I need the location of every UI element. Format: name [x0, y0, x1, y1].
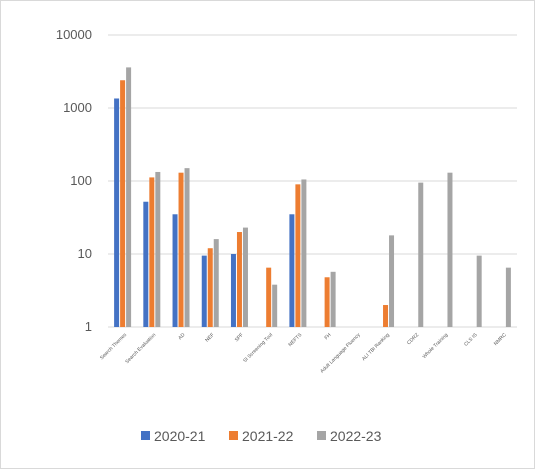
- y-tick-label: 10: [78, 246, 92, 261]
- y-tick-label: 100: [70, 173, 92, 188]
- bar: [330, 271, 336, 327]
- x-tick-label: SPF: [234, 332, 245, 343]
- bar: [505, 267, 511, 327]
- bar: [242, 227, 248, 327]
- bar: [114, 98, 120, 328]
- legend-swatch: [229, 431, 238, 440]
- bar: [383, 305, 389, 327]
- x-tick-label: NEFTS: [287, 332, 303, 348]
- bar: [126, 67, 132, 327]
- bar: [201, 255, 207, 327]
- legend-swatch: [141, 431, 150, 440]
- bar: [230, 254, 236, 327]
- x-tick-label: FH: [324, 332, 333, 341]
- x-tick-label: Search Evaluation: [124, 332, 157, 365]
- y-tick-label: 1: [85, 319, 92, 334]
- x-tick-label: NMRC: [493, 332, 508, 347]
- bar: [120, 80, 126, 328]
- x-tick-label: Search Themes: [99, 332, 128, 361]
- bar: [207, 248, 213, 327]
- bar: [213, 239, 219, 327]
- bar: [143, 201, 149, 327]
- y-tick-label: 10000: [56, 27, 92, 42]
- bar: [236, 232, 242, 327]
- bar: [289, 214, 295, 327]
- bar: [476, 255, 482, 327]
- bar: [389, 235, 395, 327]
- bar: [418, 182, 424, 327]
- x-tick-label: Whole Training: [422, 332, 450, 360]
- x-tick-label: SI Screening Tool: [242, 332, 274, 364]
- y-tick-label: 1000: [63, 100, 92, 115]
- legend-label: 2020-21: [154, 428, 206, 444]
- legend-swatch: [317, 431, 326, 440]
- legend-label: 2022-23: [330, 428, 382, 444]
- x-tick-label: NEF: [204, 332, 215, 343]
- bar: [155, 171, 161, 327]
- bar: [447, 172, 453, 327]
- legend: 2020-21 2021-22 2022-23: [141, 428, 382, 444]
- x-tick-label: CDRZ: [406, 332, 420, 346]
- bar: [295, 184, 301, 327]
- bar: [184, 168, 190, 327]
- bar: [272, 284, 278, 327]
- x-tick-label: ALI TBI Ranking: [361, 332, 391, 362]
- gridlines: [108, 34, 517, 328]
- bar: [266, 267, 272, 327]
- bar: [301, 179, 307, 327]
- bar: [149, 177, 155, 327]
- bar: [324, 277, 330, 327]
- x-tick-label: AD: [177, 332, 186, 341]
- bar: [178, 172, 184, 327]
- y-axis: 1 10 100 1000 10000: [56, 27, 92, 334]
- bars: [114, 67, 511, 328]
- x-tick-label: CLS IS: [463, 332, 479, 348]
- bar: [172, 214, 178, 327]
- legend-label: 2021-22: [242, 428, 294, 444]
